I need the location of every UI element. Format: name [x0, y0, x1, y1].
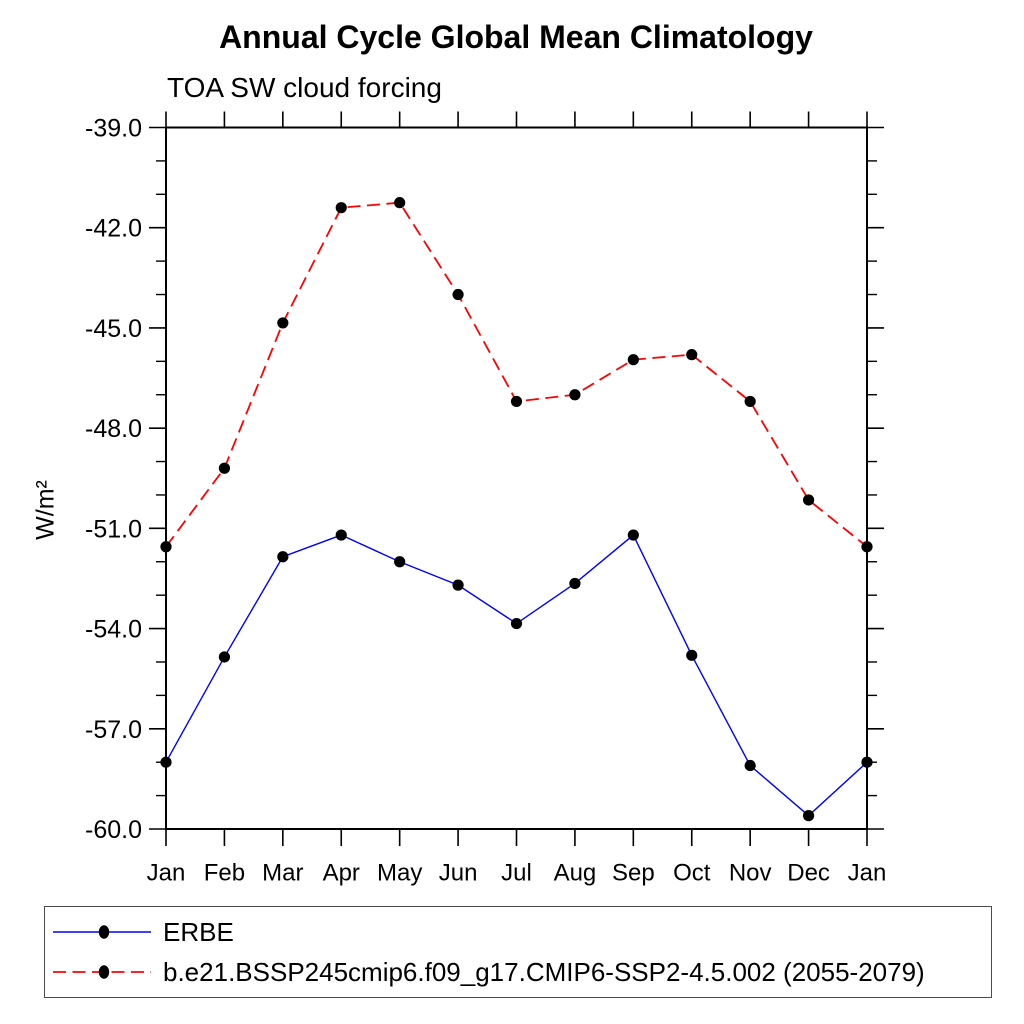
chart-title: Annual Cycle Global Mean Climatology: [219, 19, 813, 55]
month-label: Dec: [787, 860, 830, 887]
data-point: [627, 354, 639, 366]
legend-line-sample: [53, 965, 151, 979]
month-label: Nov: [729, 860, 772, 887]
month-label: Jan: [147, 860, 186, 887]
legend-marker-icon: [98, 965, 110, 979]
month-label: Sep: [612, 860, 655, 887]
series-line-b: [165, 201, 868, 548]
y-tick-label: -51.0: [85, 515, 142, 543]
chart-subtitle: TOA SW cloud forcing: [167, 72, 442, 103]
data-point: [861, 756, 873, 768]
data-point: [160, 756, 172, 768]
data-point: [569, 389, 581, 401]
data-point: [452, 288, 464, 301]
plot-frame: [165, 126, 868, 830]
legend-row: b.e21.BSSP245cmip6.f09_g17.CMIP6-SSP2-4.…: [45, 952, 991, 992]
series-line-erbe: [165, 533, 868, 817]
data-point: [335, 529, 347, 541]
data-point: [627, 529, 639, 541]
month-label: Mar: [262, 860, 303, 887]
data-point: [744, 759, 756, 772]
data-point: [510, 617, 523, 630]
y-tick-label: -54.0: [85, 616, 142, 644]
data-point: [394, 197, 406, 209]
data-point: [802, 810, 815, 822]
data-point: [744, 395, 756, 408]
data-point: [686, 349, 698, 361]
legend-label: ERBE: [163, 916, 234, 947]
data-point: [394, 556, 406, 568]
data-point: [218, 462, 231, 474]
y-tick-label: -45.0: [85, 315, 142, 343]
data-point: [218, 651, 231, 663]
data-point: [569, 577, 581, 590]
month-label: Oct: [673, 860, 711, 887]
legend-label: b.e21.BSSP245cmip6.f09_g17.CMIP6-SSP2-4.…: [163, 956, 925, 987]
legend-marker-icon: [98, 925, 110, 939]
data-point: [802, 494, 815, 506]
y-tick-label: -57.0: [85, 716, 142, 744]
y-tick-label: -39.0: [85, 115, 142, 143]
month-label: Jul: [501, 860, 532, 887]
data-point: [452, 579, 464, 591]
data-point: [510, 395, 523, 408]
data-point: [160, 541, 172, 553]
legend-line-sample: [53, 925, 151, 939]
month-label: Aug: [554, 860, 597, 887]
data-point: [686, 649, 698, 661]
y-tick-label: -60.0: [85, 816, 142, 844]
y-tick-label: -42.0: [85, 215, 142, 243]
month-label: Jan: [848, 860, 887, 887]
month-label: Feb: [204, 860, 245, 887]
y-tick-label: -48.0: [85, 415, 142, 443]
month-label: May: [377, 860, 422, 887]
data-point: [335, 202, 347, 214]
legend: ERBE b.e21.BSSP245cmip6.f09_g17.CMIP6-SSP…: [44, 906, 992, 998]
data-point: [277, 317, 289, 329]
legend-row: ERBE: [45, 912, 991, 952]
month-label: Apr: [323, 860, 360, 887]
data-point: [861, 541, 873, 553]
month-label: Jun: [439, 860, 478, 887]
data-point: [277, 551, 289, 563]
